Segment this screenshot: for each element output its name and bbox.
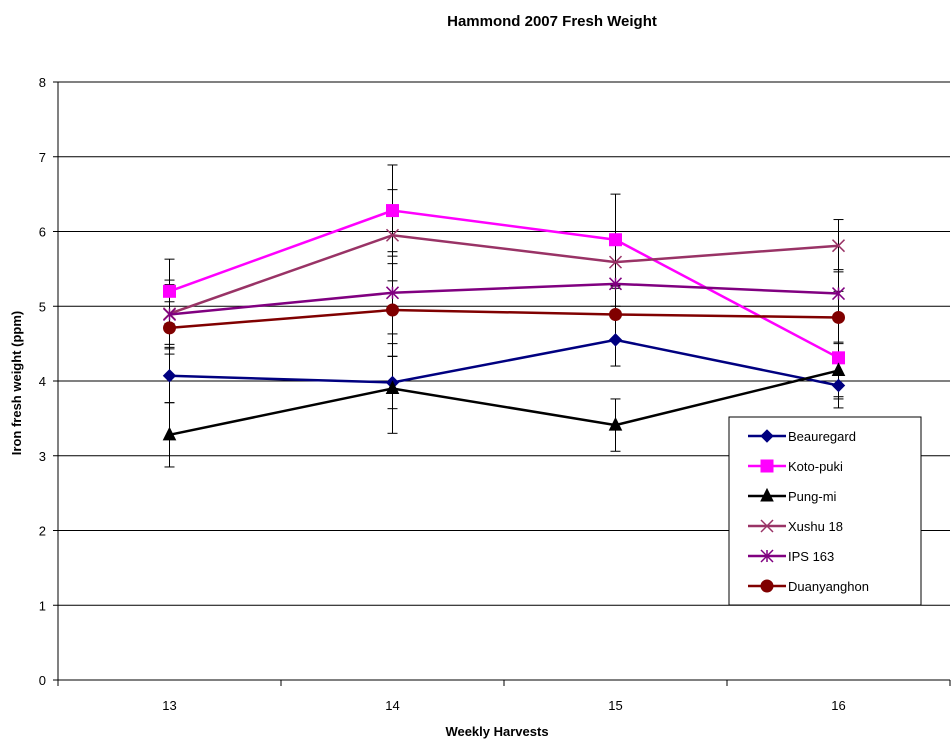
series-line-ips-163 [169,282,839,316]
data-point-beauregard [608,333,623,347]
legend-marker-koto-puki [760,459,774,473]
series-line-duanyanghon [169,308,839,330]
legend-marker-beauregard [760,429,774,443]
y-axis-label: Iron fresh weight (ppm) [9,311,24,455]
marker-stroke [385,228,400,242]
data-point-koto-puki [163,284,176,298]
data-point-duanyanghon [832,310,845,324]
data-point-koto-puki [832,351,845,365]
x-tick-label: 14 [385,698,399,713]
series-line-pung-mi [169,369,839,437]
legend: Beauregard Koto-puki Pung-mi Xushu 18 IPS 16… [728,416,922,606]
x-axis-label: Weekly Harvests [445,724,548,739]
legend-label-xushu-18: Xushu 18 [788,519,843,534]
legend-label-beauregard: Beauregard [788,429,856,444]
legend-marker-duanyanghon [760,579,774,593]
y-tick-label: 4 [39,374,46,389]
marker-stroke [608,255,623,269]
legend-marker-pung-mi [760,487,774,502]
data-point-ips-163 [608,277,623,291]
x-tick-label: 13 [162,698,176,713]
y-tick-label: 8 [39,75,46,90]
data-point-beauregard [831,378,846,393]
data-point-ips-163 [831,287,846,301]
data-point-koto-puki [386,204,399,218]
marker-stroke [831,239,846,253]
legend-marker-ips-163 [760,549,774,563]
legend-box [728,416,922,606]
series-line-xushu-18 [169,233,839,315]
data-point-pung-mi [831,362,846,377]
plot-area: 0 1 2 3 4 5 6 7 8 13 14 15 16 [39,75,951,713]
x-tick-label: 16 [831,698,845,713]
data-point-duanyanghon [163,321,176,335]
legend-label-duanyanghon: Duanyanghon [788,579,869,594]
legend-marker-xushu-18 [760,519,774,533]
x-tick-label: 15 [608,698,622,713]
chart-title: Hammond 2007 Fresh Weight [447,13,657,30]
legend-label-ips-163: IPS 163 [788,549,834,564]
y-tick-label: 7 [39,150,46,165]
legend-label-koto-puki: Koto-puki [788,459,843,474]
data-point-pung-mi [608,416,623,431]
data-point-xushu-18 [831,239,846,253]
y-tick-label: 1 [39,598,46,613]
data-point-beauregard [162,369,177,383]
data-point-xushu-18 [385,228,400,242]
data-point-koto-puki [609,233,622,247]
legend-label-pung-mi: Pung-mi [788,489,837,504]
data-point-pung-mi [162,426,177,441]
series-line-koto-puki [169,209,840,359]
y-tick-label: 5 [39,299,46,314]
data-point-pung-mi [385,380,400,394]
data-point-duanyanghon [386,303,399,317]
data-point-xushu-18 [608,255,623,269]
y-tick-label: 6 [39,225,46,240]
data-point-ips-163 [385,286,400,300]
series-line-beauregard [169,338,839,387]
marker-stroke [760,519,774,533]
data-point-duanyanghon [609,307,622,321]
y-tick-label: 0 [39,673,46,688]
y-tick-label: 2 [39,524,46,539]
data-point-ips-163 [162,307,177,322]
y-tick-label: 3 [39,449,46,464]
